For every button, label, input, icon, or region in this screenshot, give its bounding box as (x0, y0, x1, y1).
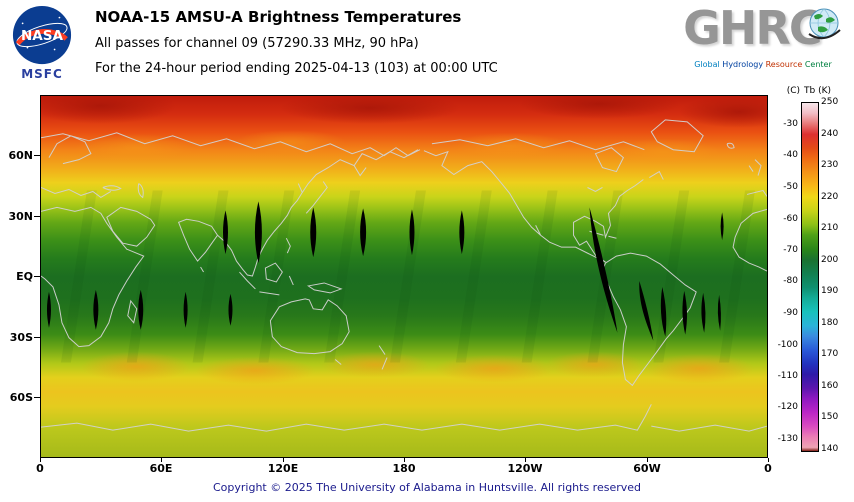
lon-tick (647, 458, 648, 462)
lon-label: 60E (149, 462, 173, 475)
lon-label: 120W (507, 462, 543, 475)
ghrc-letters-ghr: GHR (683, 1, 791, 55)
lon-label: 0 (36, 462, 44, 475)
colorbar-unit-celsius: (C) (786, 86, 800, 96)
celsius-tick: -70 (783, 245, 798, 255)
kelvin-tick: 220 (821, 192, 839, 202)
lon-tick (40, 458, 41, 462)
warm-patches (41, 96, 767, 385)
nasa-logo[interactable]: NASA MSFC (10, 4, 74, 81)
colorbar-gradient (801, 102, 819, 452)
ghrc-tagline: Global Hydrology Resource Center (678, 60, 848, 69)
colorbar: (C) Tb (K) -30 -40 -50 -60 -70 -80 -90 -… (770, 86, 854, 471)
lon-label: 180 (392, 462, 416, 475)
lon-tick (768, 458, 769, 462)
tagline-word: Center (804, 60, 832, 69)
kelvin-tick: 170 (821, 349, 839, 359)
kelvin-tick: 250 (821, 97, 839, 107)
tagline-word: Hydrology (722, 60, 764, 69)
celsius-tick: -90 (783, 308, 798, 318)
channel-subtitle: All passes for channel 09 (57290.33 MHz,… (95, 36, 419, 51)
lat-tick (34, 216, 40, 217)
lon-label: 120E (267, 462, 299, 475)
kelvin-tick: 210 (821, 223, 839, 233)
page-title: NOAA-15 AMSU-A Brightness Temperatures (95, 8, 462, 26)
lat-tick (34, 337, 40, 338)
lon-label: 60W (633, 462, 661, 475)
celsius-tick: -50 (783, 182, 798, 192)
kelvin-tick: 160 (821, 381, 839, 391)
celsius-tick: -120 (777, 402, 798, 412)
lat-tick (34, 276, 40, 277)
global-tb-heatmap (41, 96, 767, 457)
lat-label: 30N (8, 210, 33, 223)
lon-tick (525, 458, 526, 462)
celsius-tick: -40 (783, 150, 798, 160)
kelvin-tick: 140 (821, 444, 839, 454)
lon-tick (283, 458, 284, 462)
period-subtitle: For the 24-hour period ending 2025-04-13… (95, 61, 498, 76)
msfc-label: MSFC (21, 67, 63, 81)
lon-tick (161, 458, 162, 462)
lat-tick (34, 397, 40, 398)
ghrc-logo[interactable]: GHR C Global Hydrology Resource Center (678, 2, 848, 69)
copyright-notice: Copyright © 2025 The University of Alaba… (212, 481, 642, 494)
celsius-tick: -130 (777, 434, 798, 444)
tagline-word: Resource (765, 60, 803, 69)
celsius-tick: -30 (783, 119, 798, 129)
coastlines-overlay (41, 119, 767, 432)
ghrc-wordmark: GHR C (678, 2, 848, 58)
globe-icon (808, 8, 841, 40)
kelvin-tick: 230 (821, 160, 839, 170)
lon-tick (404, 458, 405, 462)
celsius-tick: -60 (783, 214, 798, 224)
lat-label: EQ (16, 270, 33, 283)
kelvin-tick: 240 (821, 129, 839, 139)
tagline-word: Global (694, 60, 720, 69)
data-gap-lenses (46, 201, 724, 341)
kelvin-tick: 190 (821, 286, 839, 296)
celsius-tick: -80 (783, 276, 798, 286)
nasa-meatball-icon: NASA (12, 5, 72, 65)
celsius-tick: -110 (777, 371, 798, 381)
kelvin-tick: 200 (821, 255, 839, 265)
lat-label: 60N (8, 149, 33, 162)
lat-label: 30S (9, 331, 33, 344)
brightness-temperature-map (40, 95, 768, 458)
kelvin-tick: 180 (821, 318, 839, 328)
ghrc-letter-c-with-globe: C (789, 2, 843, 58)
nasa-wordmark: NASA (21, 28, 64, 44)
kelvin-tick: 150 (821, 412, 839, 422)
colorbar-unit-kelvin: Tb (K) (804, 86, 831, 96)
lat-tick (34, 155, 40, 156)
lon-label: 0 (764, 462, 772, 475)
lat-label: 60S (9, 391, 33, 404)
celsius-tick: -100 (777, 340, 798, 350)
